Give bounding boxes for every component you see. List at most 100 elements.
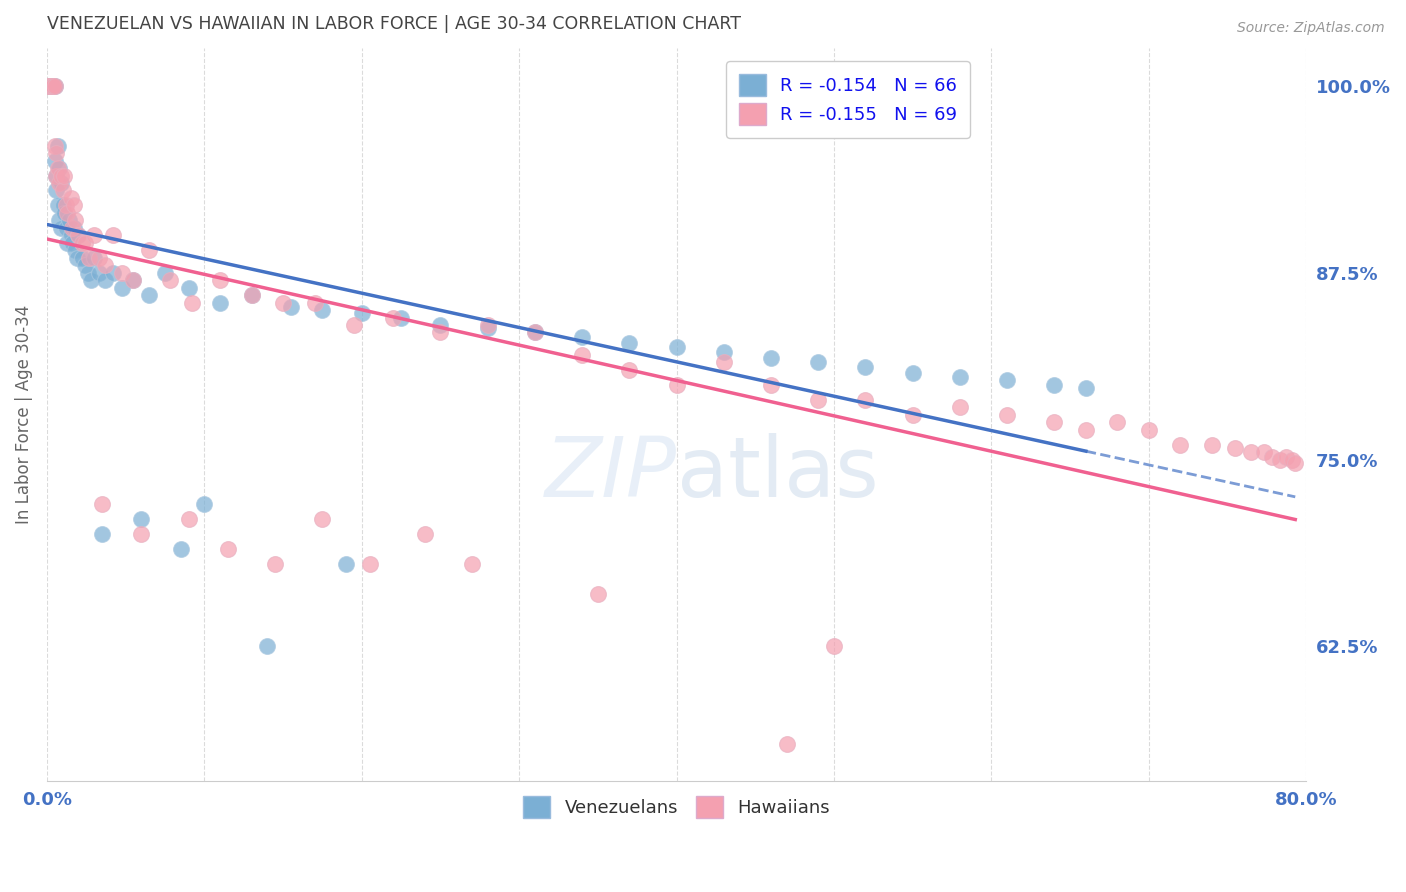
- Point: [56, 235, 79, 250]
- Point: [759, 377, 782, 392]
- Point: [901, 366, 924, 380]
- Point: [209, 295, 232, 310]
- Point: [83, 251, 105, 265]
- Point: [39, 78, 62, 93]
- Point: [1074, 381, 1097, 395]
- Point: [60, 235, 83, 250]
- Point: [359, 558, 381, 572]
- Point: [1268, 452, 1291, 467]
- Point: [256, 640, 278, 654]
- Point: [55, 198, 77, 212]
- Point: [122, 273, 145, 287]
- Point: [59, 191, 82, 205]
- Point: [49, 176, 72, 190]
- Point: [44, 78, 66, 93]
- Point: [60, 220, 83, 235]
- Point: [1043, 415, 1066, 429]
- Point: [62, 198, 84, 212]
- Point: [42, 78, 65, 93]
- Point: [240, 288, 263, 302]
- Point: [49, 220, 72, 235]
- Point: [1240, 445, 1263, 459]
- Point: [44, 153, 66, 168]
- Point: [901, 408, 924, 422]
- Point: [73, 258, 96, 272]
- Point: [65, 244, 87, 258]
- Point: [1107, 415, 1129, 429]
- Point: [1137, 423, 1160, 437]
- Point: [461, 558, 484, 572]
- Point: [586, 587, 609, 601]
- Point: [823, 640, 845, 654]
- Point: [41, 78, 63, 93]
- Point: [94, 273, 117, 287]
- Point: [413, 527, 436, 541]
- Point: [37, 78, 59, 93]
- Point: [209, 273, 232, 287]
- Point: [122, 273, 145, 287]
- Point: [429, 326, 451, 340]
- Point: [52, 184, 75, 198]
- Point: [45, 184, 67, 198]
- Point: [39, 78, 62, 93]
- Point: [73, 235, 96, 250]
- Point: [39, 78, 62, 93]
- Point: [713, 355, 735, 369]
- Point: [62, 220, 84, 235]
- Point: [776, 737, 799, 751]
- Point: [382, 310, 405, 325]
- Point: [995, 373, 1018, 387]
- Y-axis label: In Labor Force | Age 30-34: In Labor Force | Age 30-34: [15, 305, 32, 524]
- Point: [101, 228, 124, 243]
- Point: [177, 512, 200, 526]
- Point: [70, 235, 93, 250]
- Text: VENEZUELAN VS HAWAIIAN IN LABOR FORCE | AGE 30-34 CORRELATION CHART: VENEZUELAN VS HAWAIIAN IN LABOR FORCE | …: [46, 15, 741, 33]
- Point: [83, 228, 105, 243]
- Point: [70, 251, 93, 265]
- Point: [995, 408, 1018, 422]
- Point: [713, 345, 735, 359]
- Point: [759, 351, 782, 365]
- Point: [53, 169, 76, 183]
- Point: [45, 169, 67, 183]
- Text: atlas: atlas: [676, 433, 879, 514]
- Point: [949, 370, 972, 384]
- Point: [39, 78, 62, 93]
- Text: ZIP: ZIP: [544, 433, 676, 514]
- Point: [619, 335, 641, 350]
- Point: [807, 392, 830, 407]
- Point: [304, 295, 326, 310]
- Point: [1281, 452, 1303, 467]
- Point: [665, 341, 688, 355]
- Point: [170, 542, 193, 557]
- Point: [41, 78, 63, 93]
- Point: [42, 78, 65, 93]
- Point: [193, 497, 215, 511]
- Legend: Venezuelans, Hawaiians: Venezuelans, Hawaiians: [515, 787, 839, 827]
- Point: [46, 161, 69, 175]
- Point: [949, 401, 972, 415]
- Point: [138, 244, 160, 258]
- Point: [807, 355, 830, 369]
- Point: [343, 318, 366, 332]
- Point: [264, 558, 287, 572]
- Point: [131, 512, 153, 526]
- Point: [37, 78, 59, 93]
- Point: [280, 300, 302, 314]
- Point: [91, 497, 114, 511]
- Point: [1201, 437, 1223, 451]
- Point: [855, 359, 877, 374]
- Point: [477, 321, 499, 335]
- Point: [48, 213, 70, 227]
- Point: [44, 78, 66, 93]
- Point: [87, 266, 110, 280]
- Point: [101, 266, 124, 280]
- Point: [111, 266, 134, 280]
- Point: [240, 288, 263, 302]
- Point: [67, 228, 90, 243]
- Point: [41, 78, 63, 93]
- Point: [91, 527, 114, 541]
- Point: [65, 213, 87, 227]
- Point: [87, 251, 110, 265]
- Point: [1074, 423, 1097, 437]
